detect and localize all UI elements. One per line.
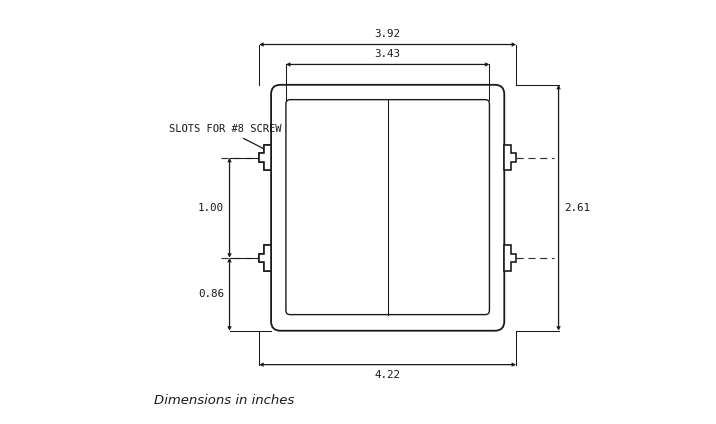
Polygon shape — [259, 145, 271, 170]
Text: 0.86: 0.86 — [198, 289, 224, 299]
Text: Dimensions in inches: Dimensions in inches — [155, 394, 295, 407]
Text: 3.43: 3.43 — [374, 49, 401, 59]
Polygon shape — [259, 245, 271, 271]
FancyBboxPatch shape — [271, 85, 504, 331]
Text: 3.92: 3.92 — [374, 29, 401, 39]
Polygon shape — [504, 145, 516, 170]
Polygon shape — [504, 245, 516, 271]
Text: 4.22: 4.22 — [374, 370, 401, 380]
Text: SLOTS FOR #8 SCREW: SLOTS FOR #8 SCREW — [169, 124, 282, 152]
Text: 2.61: 2.61 — [564, 203, 590, 213]
Text: 1.00: 1.00 — [198, 203, 224, 213]
